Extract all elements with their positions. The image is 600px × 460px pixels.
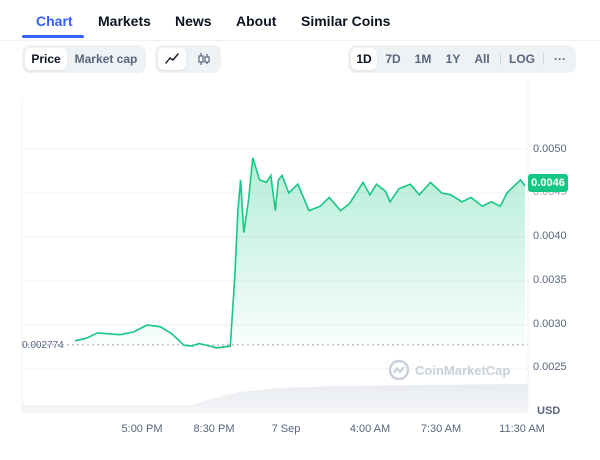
range-divider-2 [543,53,544,65]
range-divider [500,53,501,65]
range-selector: 1D 7D 1M 1Y All LOG ··· [348,45,576,73]
range-1m-button[interactable]: 1M [414,52,432,66]
x-tick-label: 5:00 PM [121,423,163,435]
tab-bar: Chart Markets News About Similar Coins [0,0,600,41]
metric-toggle: Price Market cap [22,45,146,73]
tab-chart[interactable]: Chart [36,13,73,29]
x-tick-label: 11:30 AM [499,423,545,435]
tab-markets[interactable]: Markets [98,13,151,29]
range-1d-button[interactable]: 1D [351,48,377,70]
currency-label: USD [537,405,561,417]
x-tick-label: 8:30 PM [193,423,235,435]
tab-news[interactable]: News [175,13,212,29]
market-cap-toggle-button[interactable]: Market cap [74,52,138,66]
tab-similar-coins[interactable]: Similar Coins [301,13,391,29]
more-horizontal-icon[interactable]: ··· [554,52,566,66]
price-chart[interactable] [0,80,600,420]
y-tick-label: 0.0025 [533,361,567,373]
active-tab-indicator [22,35,84,38]
range-1y-button[interactable]: 1Y [445,52,461,66]
price-area [75,157,525,345]
coinmarketcap-logo-icon [388,359,410,381]
y-tick-label: 0.0035 [533,274,567,286]
volume-area [22,384,528,413]
x-tick-label: 7:30 AM [420,423,462,435]
price-line-up [74,157,526,349]
y-tick-label: 0.0030 [533,318,567,330]
chart-mode-toggle [155,45,221,73]
y-tick-label: 0.0040 [533,230,567,242]
range-7d-button[interactable]: 7D [385,52,401,66]
y-tick-label: 0.0050 [533,143,567,155]
price-toggle-button[interactable]: Price [25,48,67,70]
current-price-badge: 0.0046 [528,174,568,192]
log-scale-button[interactable]: LOG [509,52,535,66]
coinmarketcap-watermark: CoinMarketCap [388,359,510,381]
line-chart-icon[interactable] [158,48,186,70]
x-tick-label: 4:00 AM [349,423,391,435]
candlestick-icon[interactable] [190,48,218,70]
range-all-button[interactable]: All [474,52,490,66]
open-price-label: 0.002774 [22,340,64,351]
x-tick-label: 7 Sep [271,423,301,435]
tab-about[interactable]: About [236,13,277,29]
watermark-text: CoinMarketCap [415,362,511,378]
